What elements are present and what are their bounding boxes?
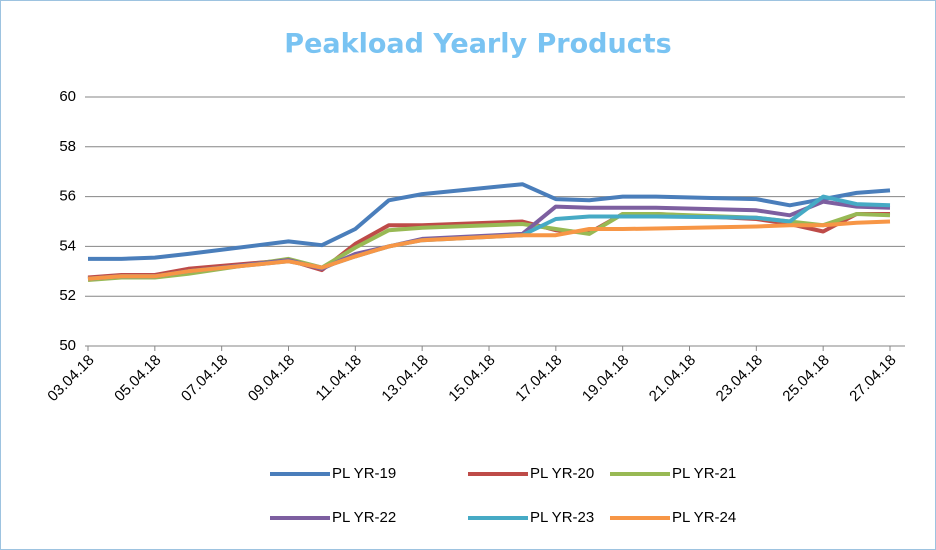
series-line — [88, 182, 891, 261]
series-line — [87, 219, 891, 281]
y-tick-label: 50 — [59, 337, 76, 354]
legend-label: PL YR-19 — [332, 465, 396, 482]
y-tick-label: 52 — [59, 287, 76, 304]
y-tick-label: 58 — [59, 138, 76, 155]
chart-title: Peakload Yearly Products — [284, 29, 671, 60]
legend-label: PL YR-24 — [672, 509, 736, 526]
legend-label: PL YR-21 — [672, 465, 736, 482]
y-tick-label: 56 — [59, 188, 76, 205]
legend-label: PL YR-22 — [332, 509, 396, 526]
y-tick-label: 60 — [59, 88, 76, 105]
y-tick-label: 54 — [59, 237, 76, 254]
legend-label: PL YR-20 — [530, 465, 594, 482]
legend-label: PL YR-23 — [530, 509, 594, 526]
